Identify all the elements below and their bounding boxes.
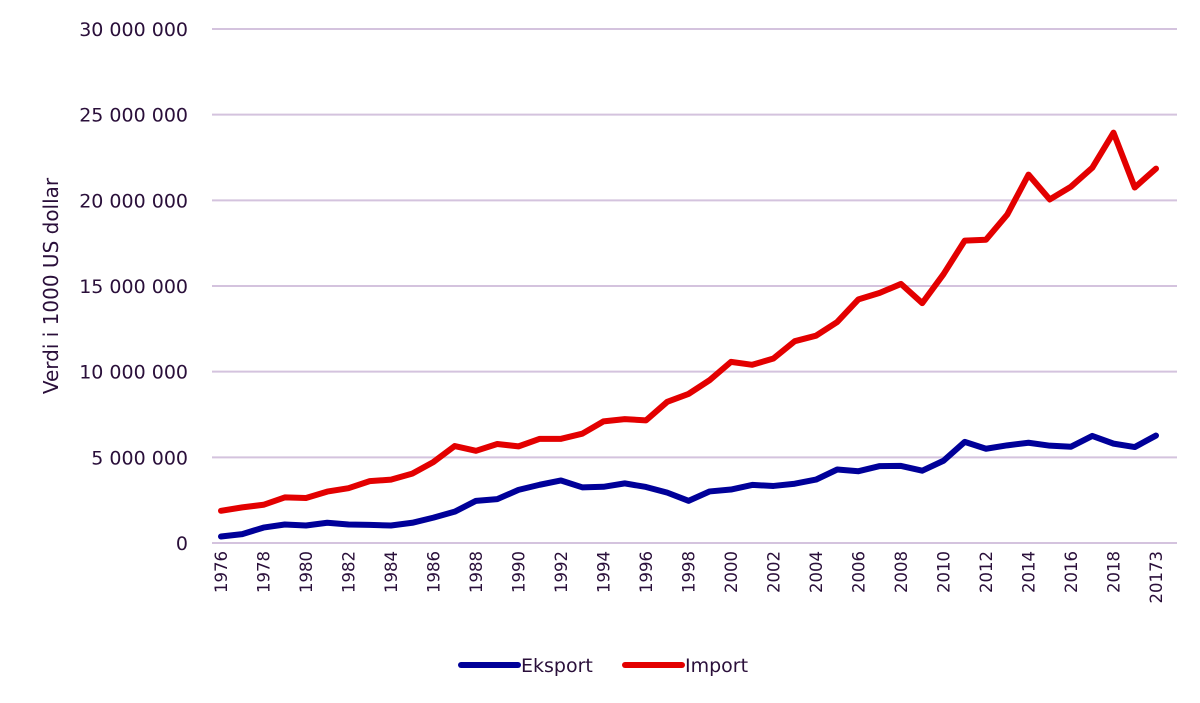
x-tick-label: 1976 [212,551,231,593]
y-tick-label: 20 000 000 [79,190,188,212]
x-tick-label: 1984 [382,551,401,593]
x-axis-ticks: 1976 1978 1980 1982 1984 1986 1988 1990 1992 1994… [212,551,1166,604]
x-tick-label: 2000 [722,551,741,593]
y-tick-label: 10 000 000 [79,362,188,384]
x-tick-label: 1986 [425,551,444,593]
legend-label: Import [685,655,748,677]
x-tick-label: 1988 [467,551,486,593]
series-line-eksport [218,432,1159,540]
x-tick-label: 1992 [552,551,571,593]
x-tick-label: 2018 [1105,551,1124,593]
gridlines [212,28,1177,544]
x-tick-label: 1998 [680,551,699,593]
y-tick-label: 5 000 000 [91,447,188,469]
x-tick-label: 1990 [510,551,529,593]
x-tick-label: 2002 [765,551,784,593]
legend-item-eksport: Eksport [458,655,593,677]
x-tick-label: 2006 [850,551,869,593]
x-tick-label: 1980 [297,551,316,593]
y-tick-label: 15 000 000 [79,276,188,298]
y-tick-label: 30 000 000 [79,19,188,41]
x-tick-label: 2004 [807,551,826,593]
x-tick-label: 20173 [1147,551,1166,604]
x-tick-label: 2008 [892,551,911,593]
series-line-import [218,129,1159,514]
y-axis-label: Verdi i 1000 US dollar [39,177,63,394]
x-tick-label: 1996 [637,551,656,593]
x-tick-label: 2014 [1020,551,1039,593]
x-tick-label: 1982 [340,551,359,593]
legend: Eksport Import [458,655,748,677]
y-tick-label: 0 [176,533,188,555]
x-tick-label: 2016 [1062,551,1081,593]
x-tick-label: 2012 [977,551,996,593]
legend-label: Eksport [521,655,593,677]
y-axis-ticks: 0 5 000 000 10 000 000 15 000 000 20 000 000… [79,19,188,555]
y-tick-label: 25 000 000 [79,105,188,127]
series-lines [218,129,1159,540]
x-tick-label: 1978 [255,551,274,593]
x-tick-label: 2010 [935,551,954,593]
x-tick-label: 1994 [595,551,614,593]
legend-item-import: Import [622,655,748,677]
